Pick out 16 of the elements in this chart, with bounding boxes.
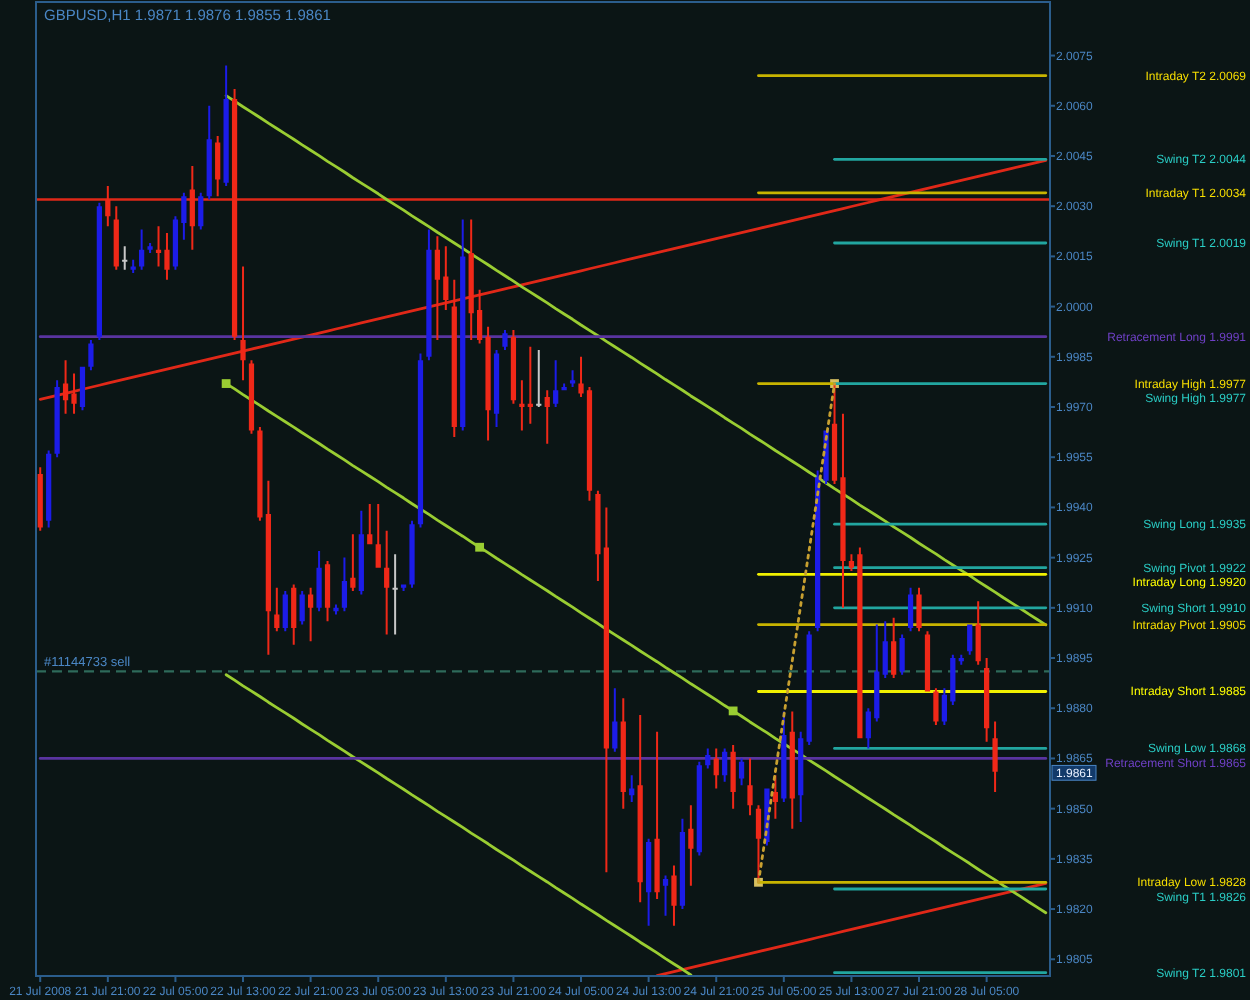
- candlestick: [536, 350, 542, 407]
- candlestick: [240, 266, 246, 381]
- candlestick: [519, 380, 525, 431]
- candlestick: [569, 370, 576, 387]
- point: [221, 379, 231, 388]
- point: [475, 542, 485, 552]
- line-series: [224, 673, 693, 977]
- line-series: [655, 881, 1048, 978]
- candlestick: [392, 554, 398, 635]
- point: [728, 706, 738, 716]
- line-series: [224, 94, 1048, 627]
- line-series: [757, 382, 836, 884]
- candlestick: [147, 242, 153, 254]
- candlestick: [527, 346, 533, 424]
- candlestick: [122, 246, 128, 270]
- line-series: [38, 158, 1048, 401]
